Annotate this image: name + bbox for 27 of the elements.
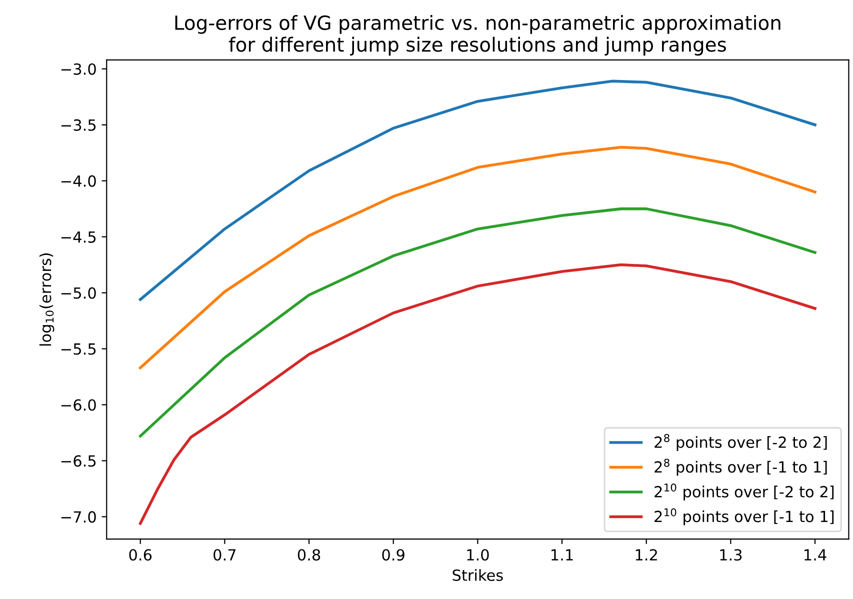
- legend-label: 2$^{10}$ points over [-1 to 1]: [654, 508, 834, 526]
- x-tick-label: 1.2: [636, 549, 657, 560]
- x-tick-label: 0.7: [214, 549, 236, 561]
- x-tick-label: 1.0: [467, 549, 489, 561]
- legend-label: 2$^{8}$ points over [-1 to 1]: [654, 458, 827, 476]
- y-tick-label: −6.0: [61, 399, 96, 411]
- x-tick-label: 1.4: [804, 549, 826, 560]
- y-tick-label: −7.0: [61, 511, 96, 523]
- x-axis-title: Strikes: [452, 569, 503, 581]
- y-tick-label: −3.0: [61, 63, 96, 75]
- x-tick-label: 0.6: [129, 549, 152, 561]
- legend-label: 2$^{10}$ points over [-2 to 2]: [654, 483, 834, 500]
- legend-label: 2$^{8}$ points over [-2 to 2]: [654, 434, 827, 451]
- x-tick-label: 1.3: [720, 549, 742, 561]
- y-tick-label: −4.0: [61, 175, 96, 187]
- x-tick-label: 1.1: [552, 549, 573, 560]
- y-tick-label: −5.0: [61, 287, 96, 299]
- y-tick-label: −5.5: [61, 343, 96, 355]
- y-tick-label: −3.5: [61, 119, 96, 131]
- line-series: [138, 80, 816, 301]
- y-axis-title: log$_{10}$(errors): [39, 253, 54, 346]
- y-tick-label: −4.5: [61, 231, 96, 243]
- chart-title: Log-errors of VG parametric vs. non-parametric approximation for different jump size resolutions and jump ranges: [175, 15, 780, 56]
- line-series: [138, 146, 816, 370]
- x-tick-label: 0.8: [298, 549, 320, 561]
- x-tick-label: 0.9: [382, 549, 404, 561]
- y-tick-label: −6.5: [61, 455, 96, 467]
